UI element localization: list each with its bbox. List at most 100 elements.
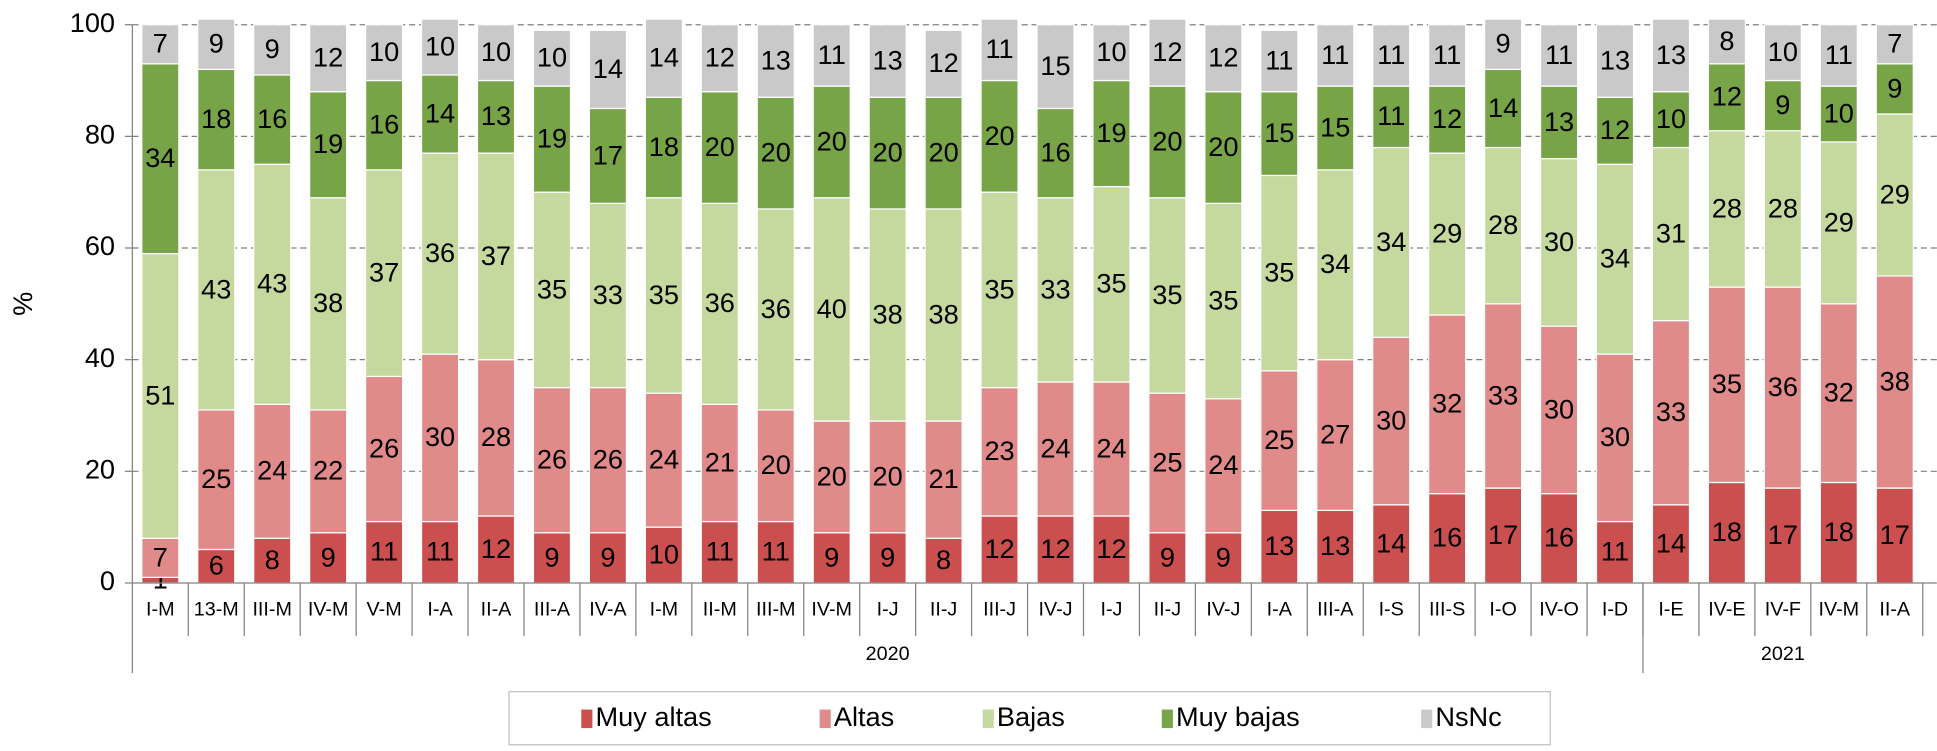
- bar-segment: [1148, 197, 1187, 394]
- data-label: 15: [1320, 111, 1350, 142]
- legend-label: Altas: [834, 701, 894, 732]
- bar-segment: [1539, 158, 1579, 327]
- bar-segment: [1483, 303, 1523, 489]
- bar-segment: [588, 532, 628, 584]
- bar-segment: [700, 403, 739, 523]
- data-label: 11: [1825, 39, 1853, 70]
- bar-segment: [1483, 68, 1523, 149]
- data-label: 51: [145, 379, 175, 410]
- bar-segment: [644, 392, 684, 528]
- data-label: 38: [1880, 365, 1910, 396]
- bar-segment: [364, 79, 404, 171]
- bar-segment: [980, 515, 1019, 584]
- data-label: 11: [1377, 100, 1405, 131]
- x-tick-label: I-A: [427, 598, 453, 620]
- bar-segment: [1092, 381, 1131, 517]
- data-label: 20: [817, 460, 847, 491]
- legend-label: Bajas: [997, 701, 1065, 732]
- bar-segment: [1595, 24, 1635, 98]
- data-label: 16: [1432, 522, 1462, 553]
- x-tick-label: 13-M: [194, 598, 239, 620]
- data-label: 14: [425, 97, 455, 128]
- bar-segment: [1428, 314, 1467, 495]
- bar-segment: [1428, 152, 1467, 316]
- bar-segment: [868, 532, 907, 584]
- data-label: 19: [313, 128, 343, 159]
- bar-segment: [420, 152, 460, 355]
- bar-segment: [1204, 532, 1243, 584]
- data-label: 40: [817, 293, 847, 324]
- x-tick-label: II-J: [1154, 598, 1181, 620]
- legend-label: Muy altas: [596, 701, 712, 732]
- data-label: 7: [153, 541, 168, 572]
- bar-segment: [476, 24, 516, 82]
- data-label: 12: [1040, 533, 1070, 564]
- x-tick-label: IV-A: [589, 598, 627, 620]
- bar-segment: [980, 191, 1019, 389]
- data-label: 14: [649, 42, 679, 73]
- bar-segment: [588, 202, 628, 389]
- data-label: 20: [761, 137, 791, 168]
- data-label: 35: [1096, 268, 1126, 299]
- data-label: 20: [1152, 125, 1182, 156]
- bar-segment: [812, 197, 851, 422]
- data-label: 15: [1040, 50, 1070, 81]
- data-label: 30: [425, 421, 455, 452]
- data-label: 16: [1544, 522, 1574, 553]
- data-label: 35: [1712, 368, 1742, 399]
- data-label: 14: [1376, 527, 1406, 558]
- data-label: 36: [705, 287, 735, 318]
- data-label: 29: [1880, 178, 1910, 209]
- bar-segment: [1036, 381, 1075, 517]
- bar-segment: [141, 252, 180, 539]
- data-label: 27: [1320, 418, 1350, 449]
- x-tick-label: I-J: [1100, 598, 1122, 620]
- bar-segment: [532, 29, 572, 87]
- bar-segment: [812, 532, 851, 584]
- data-label: 36: [761, 293, 791, 324]
- data-label: 18: [1824, 516, 1854, 547]
- data-label: 13: [1600, 44, 1630, 75]
- data-label: 11: [818, 39, 846, 70]
- bar-segment: [1316, 85, 1355, 171]
- bar-segment: [420, 353, 460, 523]
- bar-segment: [1875, 24, 1914, 65]
- bar-segment: [1651, 319, 1691, 506]
- x-tick-label: IV-F: [1765, 598, 1801, 620]
- y-tick-label: 40: [85, 342, 115, 373]
- bar-segment: [868, 96, 907, 210]
- bar-segment: [1036, 197, 1075, 383]
- y-tick-label: 0: [100, 565, 115, 596]
- data-label: 16: [369, 109, 399, 140]
- bar-segment: [1875, 113, 1914, 277]
- data-label: 31: [1656, 217, 1686, 248]
- bar-segment: [309, 24, 348, 93]
- data-label: 20: [929, 137, 959, 168]
- data-label: 12: [1712, 81, 1742, 112]
- x-tick-label: I-O: [1489, 598, 1516, 620]
- bar-segment: [1763, 487, 1803, 584]
- x-tick-label: III-S: [1429, 598, 1465, 620]
- data-label: 38: [313, 287, 343, 318]
- x-tick-label: I-D: [1602, 598, 1628, 620]
- bar-segment: [476, 359, 516, 517]
- bar-segment: [924, 208, 963, 422]
- data-label: 8: [1719, 25, 1734, 56]
- data-label: 8: [265, 544, 280, 575]
- data-label: 13: [873, 44, 903, 75]
- bar-segment: [812, 420, 851, 534]
- x-tick-label: IV-J: [1038, 598, 1072, 620]
- bar-segment: [1316, 359, 1355, 512]
- bar-segment: [756, 208, 795, 411]
- data-label: 12: [1208, 42, 1238, 73]
- legend-label: NsNc: [1435, 701, 1501, 732]
- data-label: 38: [873, 298, 903, 329]
- bar-segment: [1595, 96, 1635, 165]
- bar-segment: [644, 18, 684, 98]
- data-label: 30: [1600, 421, 1630, 452]
- data-label: 20: [984, 120, 1014, 151]
- data-label: 17: [1880, 519, 1910, 550]
- data-label: 32: [1432, 388, 1462, 419]
- x-tick-label: III-A: [1317, 598, 1354, 620]
